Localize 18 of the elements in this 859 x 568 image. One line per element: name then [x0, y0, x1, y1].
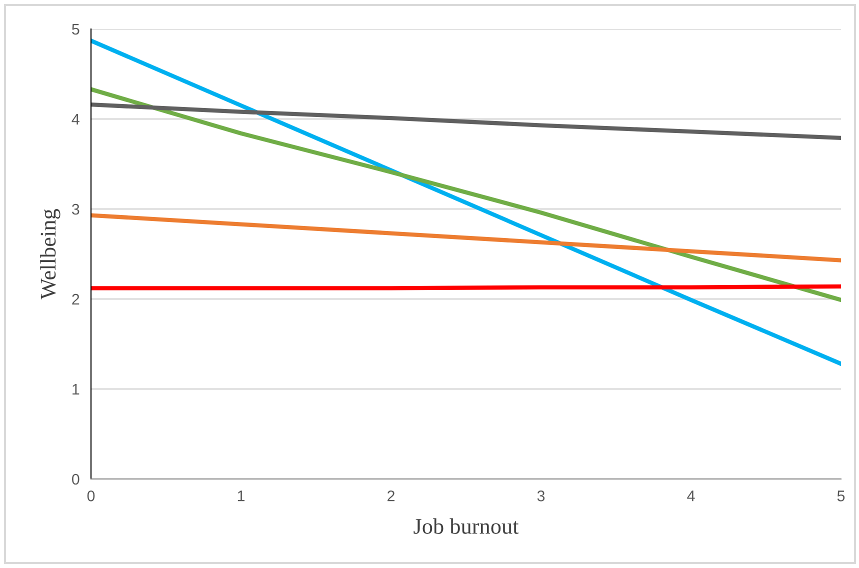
- x-tick-label: 4: [687, 490, 695, 502]
- y-tick-label: 1: [72, 384, 80, 395]
- y-tick-label: 0: [72, 474, 80, 485]
- x-tick-label: 2: [388, 490, 394, 502]
- x-tick-label: 3: [537, 490, 545, 502]
- y-tick-label: 5: [72, 24, 80, 35]
- y-tick-label: 2: [72, 294, 80, 305]
- y-tick-label: 4: [72, 114, 80, 125]
- x-tick-label: 1: [238, 490, 245, 502]
- y-axis-title: Wellbeing: [40, 209, 60, 300]
- x-axis-title: Job burnout: [414, 518, 519, 534]
- x-tick-label: 0: [87, 490, 95, 502]
- line-series: [91, 213, 841, 262]
- line-series: [91, 102, 841, 140]
- x-tick-label: 5: [837, 490, 845, 502]
- line-series: [91, 87, 841, 302]
- line-series: [91, 38, 841, 366]
- y-tick-label: 3: [72, 204, 80, 215]
